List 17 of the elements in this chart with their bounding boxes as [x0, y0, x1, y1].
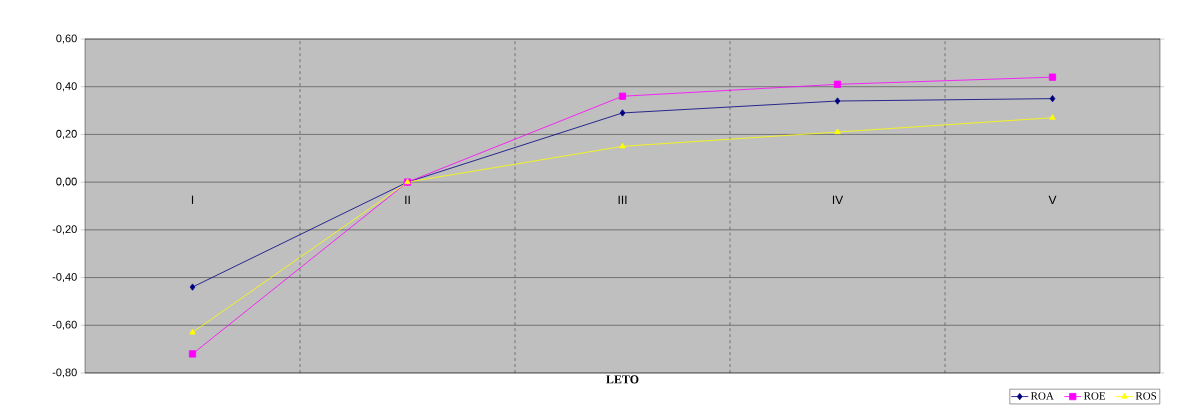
y-tick-label: 0,00 — [56, 177, 77, 187]
y-tick-label: -0,20 — [52, 225, 77, 235]
y-tick-label: 0,60 — [56, 34, 77, 44]
x-tick-label: I — [191, 195, 194, 204]
legend-label: ROA — [1030, 392, 1054, 400]
y-tick-label: -0,80 — [52, 368, 77, 378]
y-tick-label: 0,40 — [56, 82, 77, 92]
x-tick-label: IV — [832, 195, 844, 204]
y-tick-label: -0,40 — [52, 273, 77, 283]
legend-label: ROS — [1135, 392, 1157, 400]
legend-label: ROE — [1083, 392, 1106, 400]
x-tick-label: II — [405, 195, 410, 204]
x-axis-title: LETO — [606, 375, 639, 384]
y-tick-label: -0,60 — [52, 320, 77, 330]
x-tick-label: V — [1048, 195, 1057, 204]
x-tick-label: III — [618, 195, 627, 204]
y-tick-label: 0,20 — [56, 129, 77, 139]
